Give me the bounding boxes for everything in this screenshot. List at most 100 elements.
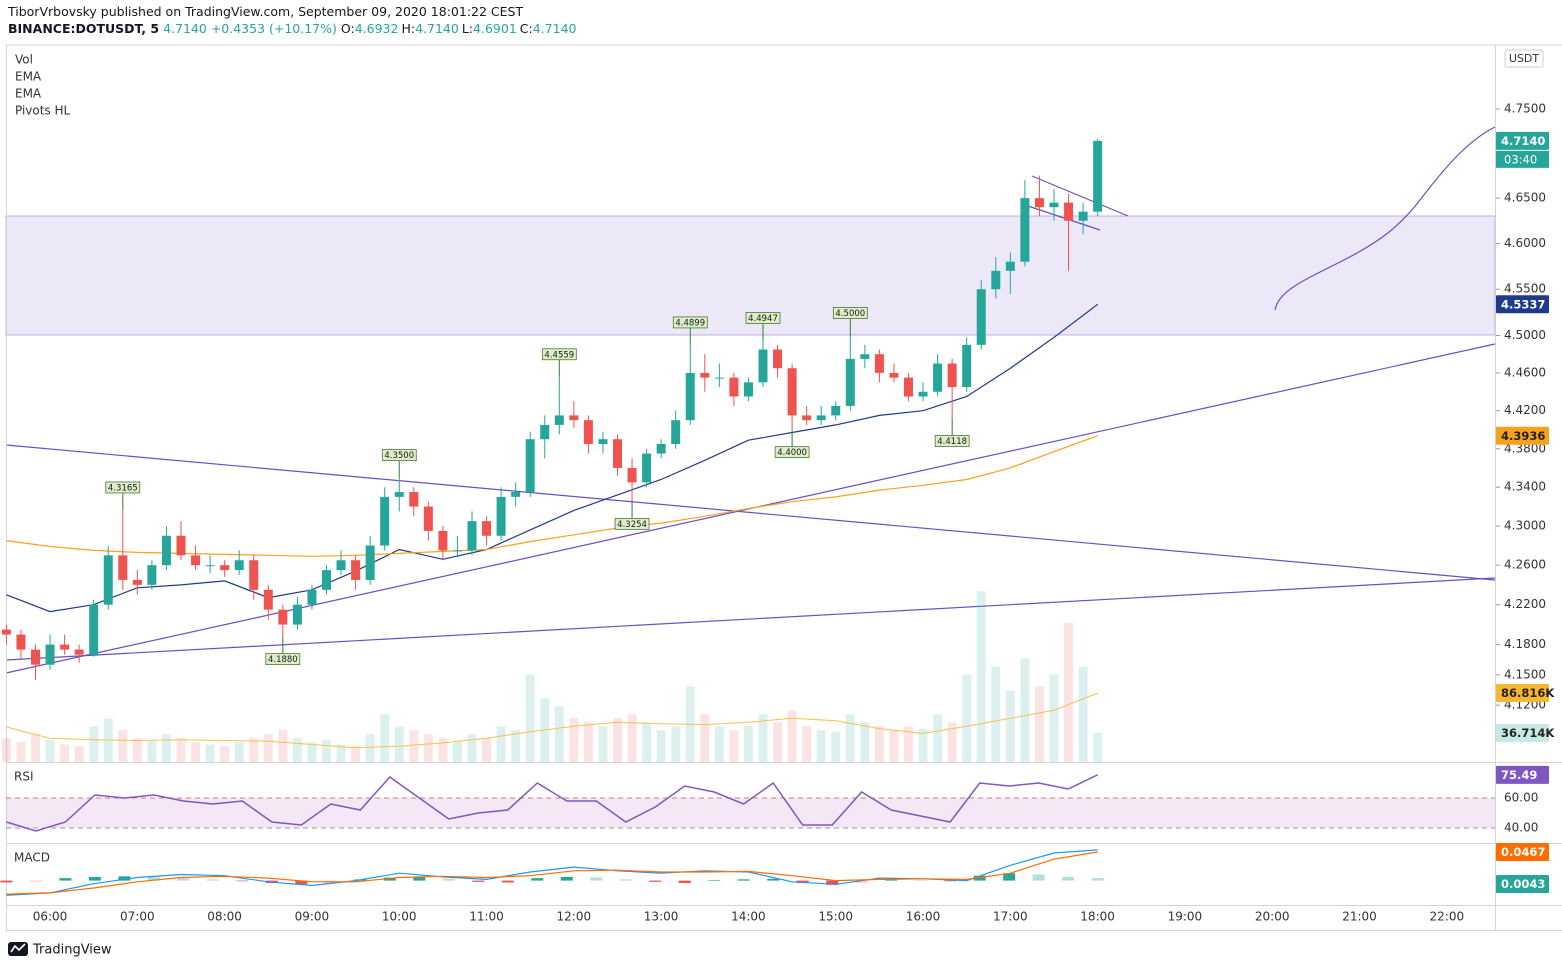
macd-hist-bar [767, 878, 780, 881]
candle-body [874, 354, 884, 373]
volume-bar [845, 714, 855, 762]
volume-bar [802, 726, 812, 762]
pivot-label: 4.3165 [108, 483, 138, 493]
x-tick-label: 08:00 [207, 910, 242, 924]
volume-bar [511, 730, 521, 762]
candle-body [729, 377, 739, 397]
volume-bar [874, 726, 884, 762]
candle-body [685, 372, 695, 421]
ema-line [6, 303, 1099, 613]
price-tag: 0.0043 [1496, 874, 1549, 893]
x-tick-label: 13:00 [644, 910, 679, 924]
price-tag-bg [1496, 426, 1549, 445]
author-line: TiborVrbovsky published on TradingView.c… [8, 4, 524, 19]
y-tick-label: 4.6500 [1504, 191, 1546, 205]
y-tick-label: 4.1500 [1504, 667, 1546, 681]
last-price: 4.7140 [163, 21, 207, 36]
candle-body [220, 565, 230, 571]
price-tag-label: 4.3936 [1501, 429, 1545, 443]
candle-body [1049, 202, 1059, 208]
price-tag-bg [1496, 765, 1549, 784]
price-tag: 75.49 [1496, 765, 1549, 784]
candle-body [933, 363, 943, 392]
candle-body [1, 629, 11, 635]
macd-hist-bar [1091, 877, 1104, 881]
volume-bar [234, 742, 244, 762]
volume-ma [6, 692, 1098, 749]
pivot-box [265, 653, 301, 665]
y-tick-label: 60.00 [1504, 791, 1538, 805]
x-tick-label: 07:00 [120, 910, 155, 924]
price-tag-bg [1496, 723, 1549, 742]
candle-body [860, 354, 870, 359]
macd-hist-bar [1032, 874, 1045, 881]
volume-bar [278, 730, 288, 762]
volume-bar [438, 738, 448, 762]
candle-body [263, 589, 273, 610]
countdown: 03:40 [1504, 152, 1537, 166]
x-tick-label: 06:00 [33, 910, 68, 924]
pivot-box [745, 312, 781, 324]
pivot-label: 4.4000 [777, 448, 807, 458]
candle-body [627, 467, 637, 483]
candle-body [132, 579, 142, 585]
pivot-label: 4.1880 [268, 655, 298, 665]
rsi-line [6, 774, 1099, 832]
candle-body [1078, 211, 1088, 221]
volume-bar [467, 734, 477, 762]
volume-bar [452, 742, 462, 762]
volume-bar [947, 722, 957, 762]
x-tick-label: 18:00 [1080, 910, 1115, 924]
y-tick-label: 4.5500 [1504, 282, 1546, 296]
macd-hist-bar [885, 879, 898, 881]
x-tick-label: 20:00 [1255, 910, 1290, 924]
legend-item: EMA [15, 70, 42, 84]
symbol-line: BINANCE:DOTUSDT, 5 4.7140 +0.4353 (+10.1… [8, 20, 579, 37]
volume-bar [933, 714, 943, 762]
macd-hist-bar [147, 876, 160, 881]
pivot-label: 4.3254 [617, 520, 647, 530]
logo-mark [10, 943, 26, 953]
unit-label: USDT [1509, 52, 1540, 65]
macd-hist-bar [0, 880, 13, 883]
volume-bar [918, 728, 928, 762]
pivot-label: 4.5000 [835, 309, 865, 319]
price-tag-label: 4.5337 [1501, 297, 1545, 311]
volume-bar [191, 742, 201, 762]
macd-hist-bar [206, 879, 219, 881]
candle-body [365, 545, 375, 580]
candle-body [845, 358, 855, 406]
macd-hist-bar [236, 880, 249, 882]
x-tick-label: 21:00 [1342, 910, 1377, 924]
volume-bar [1049, 674, 1059, 762]
candle-body [74, 649, 84, 655]
candle-body [336, 560, 346, 571]
candle-body [962, 344, 972, 388]
pivot-box [105, 481, 141, 494]
volume-bar [249, 738, 259, 762]
y-tick-label: 40.00 [1504, 821, 1538, 835]
macd-hist-bar [708, 879, 721, 881]
y-tick-label: 4.5000 [1504, 328, 1546, 342]
candle-body [176, 535, 186, 556]
volume-bar [743, 726, 753, 762]
volume-bar [1093, 732, 1103, 762]
macd-hist-bar [944, 880, 957, 882]
volume-bar [16, 742, 26, 762]
y-tick-label: 4.2600 [1504, 558, 1546, 572]
volume-bar [656, 730, 666, 762]
candle-body [118, 555, 128, 580]
volume-bar [220, 746, 230, 762]
volume-bar [423, 734, 433, 762]
candle-body [787, 368, 797, 416]
macd-hist-bar [295, 880, 308, 885]
pivot-box [672, 316, 708, 329]
macd-hist-bar [383, 877, 396, 881]
macd-hist-bar [59, 878, 72, 881]
legend-item: EMA [15, 87, 42, 101]
candle-body [976, 289, 986, 345]
candle-body [496, 496, 506, 536]
candle-body [380, 496, 390, 546]
macd-hist-bar [472, 880, 485, 882]
candle-body [613, 439, 622, 468]
